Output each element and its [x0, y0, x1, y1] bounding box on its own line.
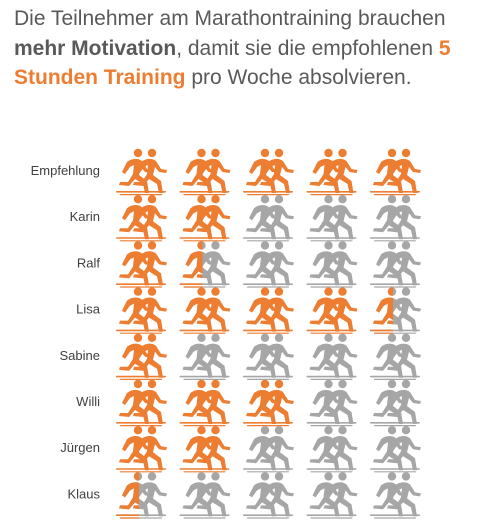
runners-icon — [180, 426, 231, 472]
runners-icon — [307, 426, 358, 472]
runners-icon — [307, 195, 358, 241]
runners-icon — [370, 380, 421, 426]
runners-icon — [116, 287, 167, 333]
runners-icon — [180, 334, 231, 380]
runners-icon — [370, 472, 421, 518]
row-label: Lisa — [76, 302, 101, 317]
pictogram-row: Ralf — [77, 241, 421, 287]
runners-icon — [370, 195, 421, 241]
runners-icon — [180, 380, 231, 426]
runners-icon — [116, 241, 167, 287]
runners-icon — [116, 195, 167, 241]
runners-icon — [370, 149, 421, 195]
pictogram-row: Sabine — [60, 334, 421, 380]
runners-icon — [116, 472, 167, 518]
runners-icon — [307, 241, 358, 287]
runners-icon — [243, 334, 294, 380]
runners-icon — [370, 241, 421, 287]
runners-icon — [243, 380, 294, 426]
runners-icon — [307, 287, 358, 333]
runners-icon — [243, 195, 294, 241]
runners-icon — [243, 149, 294, 195]
runners-icon — [243, 426, 294, 472]
headline-text-3: pro Woche absolvieren. — [185, 66, 412, 89]
row-label: Empfehlung — [31, 163, 100, 178]
row-label: Jürgen — [60, 440, 100, 455]
runners-icon — [370, 426, 421, 472]
row-label: Willi — [76, 394, 100, 409]
runners-icon — [116, 380, 167, 426]
headline-emphasis-motivation: mehr Motivation — [14, 36, 177, 60]
row-label: Ralf — [77, 255, 101, 270]
row-label: Klaus — [67, 486, 100, 501]
runners-icon — [307, 149, 358, 195]
headline: Die Teilnehmer am Marathontraining brauc… — [14, 4, 494, 93]
runners-icon — [307, 334, 358, 380]
runners-icon — [116, 334, 167, 380]
runners-icon — [116, 149, 167, 195]
runners-icon — [243, 241, 294, 287]
pictogram-row: Jürgen — [60, 426, 421, 472]
runners-icon — [180, 195, 231, 241]
runners-icon — [370, 334, 421, 380]
pictogram-row: Karin — [70, 195, 421, 241]
runners-icon — [180, 241, 231, 287]
pictogram-row: Willi — [76, 380, 421, 426]
headline-text-2: , damit sie die empfohlenen — [176, 36, 439, 60]
runners-icon — [180, 149, 231, 195]
headline-text-1: Die Teilnehmer am Marathontraining brauc… — [14, 7, 446, 30]
pictogram-row: Klaus — [67, 472, 421, 518]
row-label: Karin — [70, 209, 100, 224]
runners-icon — [307, 472, 358, 518]
row-label: Sabine — [60, 348, 100, 363]
runners-icon — [243, 472, 294, 518]
runners-icon — [307, 380, 358, 426]
runners-icon — [180, 287, 231, 333]
runners-icon — [243, 287, 294, 333]
pictogram-row: Empfehlung — [31, 149, 421, 195]
runners-icon — [180, 472, 231, 518]
runners-icon — [116, 426, 167, 472]
pictogram-row: Lisa — [76, 287, 421, 333]
headline-emphasis-hours: 5 Stunden Training — [14, 36, 451, 90]
runners-icon — [370, 287, 421, 333]
